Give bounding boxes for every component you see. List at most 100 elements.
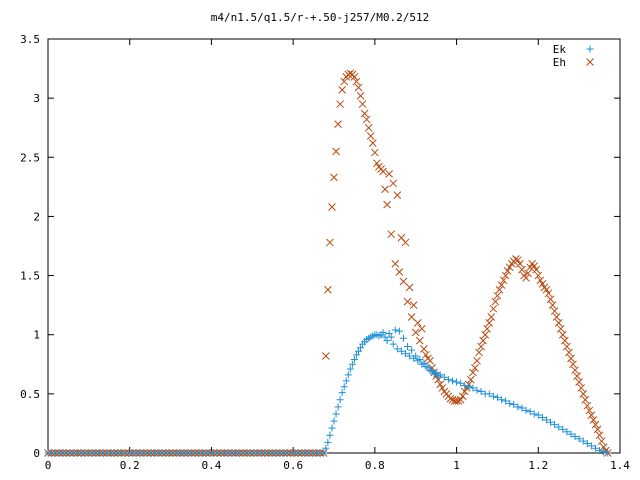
data-point — [383, 337, 391, 345]
data-point — [477, 387, 485, 395]
y-tick-label: 0 — [33, 447, 40, 460]
data-point — [457, 379, 465, 387]
data-point — [344, 371, 352, 379]
data-point — [387, 230, 396, 239]
data-point — [551, 421, 559, 429]
data-point — [332, 147, 340, 156]
data-point — [600, 448, 608, 456]
data-point — [499, 276, 508, 285]
series-ek — [44, 326, 612, 457]
data-point — [395, 327, 403, 335]
data-point — [371, 148, 379, 157]
data-point — [391, 259, 400, 268]
data-point — [526, 408, 534, 416]
data-point — [534, 271, 543, 280]
data-point — [502, 397, 510, 405]
legend-marker-eh — [586, 58, 594, 66]
data-point — [469, 368, 477, 377]
data-point — [510, 401, 518, 409]
data-point — [399, 334, 407, 342]
data-point — [352, 351, 360, 359]
data-point — [495, 285, 504, 294]
data-point — [471, 363, 479, 372]
data-point — [381, 333, 389, 341]
data-point — [596, 447, 604, 455]
legend-label-ek: Ek — [553, 43, 567, 56]
data-point — [465, 383, 473, 391]
data-point — [547, 418, 555, 426]
data-point — [489, 392, 497, 400]
data-point — [404, 343, 412, 351]
chart-title: m4/n1.5/q1.5/r-+.50-j257/M0.2/512 — [211, 11, 430, 24]
data-point — [389, 179, 398, 188]
data-point — [334, 120, 342, 129]
data-point — [326, 431, 334, 439]
data-point — [571, 432, 579, 440]
data-point — [563, 428, 571, 436]
data-point — [595, 431, 604, 440]
data-point — [379, 167, 387, 176]
data-point — [379, 328, 387, 336]
data-point — [393, 345, 401, 353]
data-point — [407, 313, 416, 321]
data-point — [497, 281, 506, 289]
data-point — [536, 276, 545, 285]
data-point — [485, 390, 493, 398]
axes: 0 0.2 0.4 0.6 0.8 1 1.2 1.4 0 0.5 1 1.5 2 2.5 3 3.5 — [20, 33, 630, 472]
data-point — [448, 377, 456, 385]
data-point — [538, 414, 546, 422]
data-point — [505, 263, 514, 272]
data-point — [493, 291, 502, 300]
data-point — [415, 336, 424, 345]
data-point — [544, 289, 553, 298]
data-point — [589, 416, 598, 424]
data-point — [413, 319, 422, 327]
data-point — [591, 420, 600, 429]
data-point — [328, 203, 336, 211]
x-tick-label: 0 — [45, 459, 52, 472]
data-point — [530, 262, 539, 270]
data-point — [346, 365, 354, 373]
x-tick-label: 1.2 — [528, 459, 548, 472]
data-point — [355, 347, 363, 355]
data-point — [360, 109, 369, 118]
data-point — [597, 437, 606, 446]
data-point — [489, 304, 498, 313]
data-point — [473, 386, 481, 394]
y-tick-label: 2 — [33, 210, 40, 223]
data-point — [530, 410, 538, 418]
data-point — [330, 173, 338, 182]
data-point — [366, 132, 375, 140]
data-point — [340, 77, 349, 86]
data-point — [556, 324, 565, 333]
data-point — [577, 384, 586, 392]
data-point — [483, 324, 492, 333]
data-point — [558, 330, 567, 339]
data-point — [397, 347, 405, 355]
y-tick-label: 3.5 — [20, 33, 40, 46]
data-point — [516, 259, 524, 268]
data-point — [532, 265, 541, 274]
data-point — [550, 307, 559, 315]
data-point — [438, 384, 447, 392]
y-tick-label: 3 — [33, 92, 40, 105]
series-eh — [44, 69, 612, 457]
data-point — [491, 297, 500, 306]
data-point — [571, 366, 579, 375]
data-point — [422, 350, 430, 359]
data-point — [475, 348, 483, 357]
data-point — [412, 352, 420, 360]
x-tick-label: 0.8 — [365, 459, 385, 472]
data-point — [401, 238, 410, 247]
data-point — [348, 360, 356, 368]
data-point — [514, 403, 522, 411]
data-point — [563, 342, 571, 351]
data-point — [334, 403, 342, 411]
data-point — [405, 283, 414, 292]
data-point — [408, 346, 416, 354]
y-tick-label: 1 — [33, 329, 40, 342]
data-point — [548, 301, 557, 309]
data-point — [458, 392, 467, 401]
data-point — [481, 330, 490, 339]
